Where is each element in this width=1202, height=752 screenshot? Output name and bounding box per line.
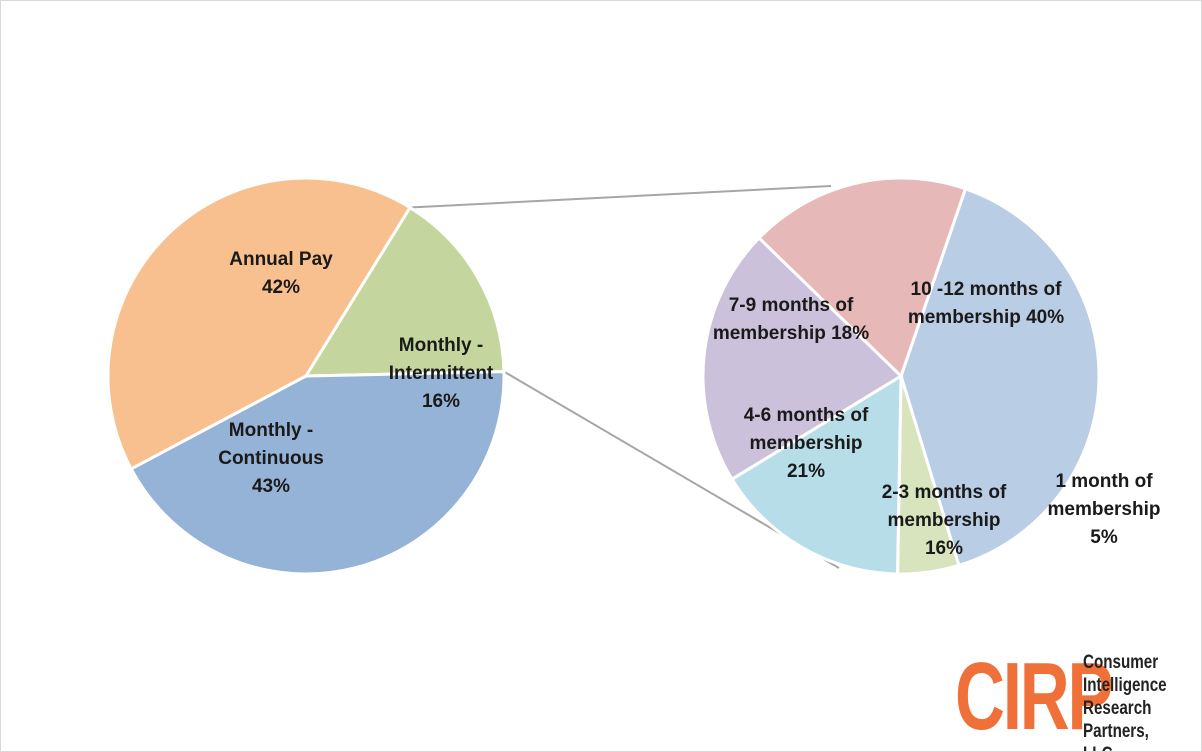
logo-line: Research — [1083, 698, 1152, 719]
primary-label-monthly-continuous: Monthly -Continuous 43% — [218, 420, 324, 497]
secondary-slice-10-12-months-of-membership — [899, 186, 1101, 568]
primary-slice-monthly-intermittent — [303, 205, 506, 378]
secondary-slice-4-6-months-of-membership — [701, 235, 904, 482]
primary-label-annual-pay: Annual Pay 42% — [229, 249, 333, 298]
secondary-label-4-6-months-of-membership: 4-6 months of membership 21% — [744, 405, 869, 482]
secondary-label-10-12-months-of-membership: 10 -12 months of membership 40% — [908, 279, 1064, 328]
secondary-label-1-month-of-membership: 1 month of membership 5% — [1048, 471, 1161, 548]
primary-slice-monthly-continuous — [129, 370, 506, 576]
secondary-label-7-9-months-of-membership: 7-9 months of membership 18% — [713, 295, 869, 344]
connector-line-top — [410, 185, 832, 209]
secondary-label-2-3-months-of-membership: 2-3 months of membership 16% — [882, 482, 1007, 559]
secondary-slice-7-9-months-of-membership — [756, 176, 968, 379]
primary-label-monthly-intermittent: Monthly -Intermittent 16% — [389, 335, 494, 412]
primary-slice-annual-pay — [106, 176, 413, 471]
logo-company-name: Consumer Intelligence Research Partners,… — [1083, 651, 1177, 751]
secondary-slice-2-3-months-of-membership — [729, 373, 903, 576]
logo-line: Intelligence — [1083, 675, 1167, 696]
logo-mark: CIRP — [955, 643, 1114, 750]
logo-line: Partners, LLC — [1083, 721, 1149, 751]
logo-line: Consumer — [1083, 652, 1159, 673]
cirp-logo: CIRP Consumer Intelligence Research Part… — [955, 643, 1201, 752]
